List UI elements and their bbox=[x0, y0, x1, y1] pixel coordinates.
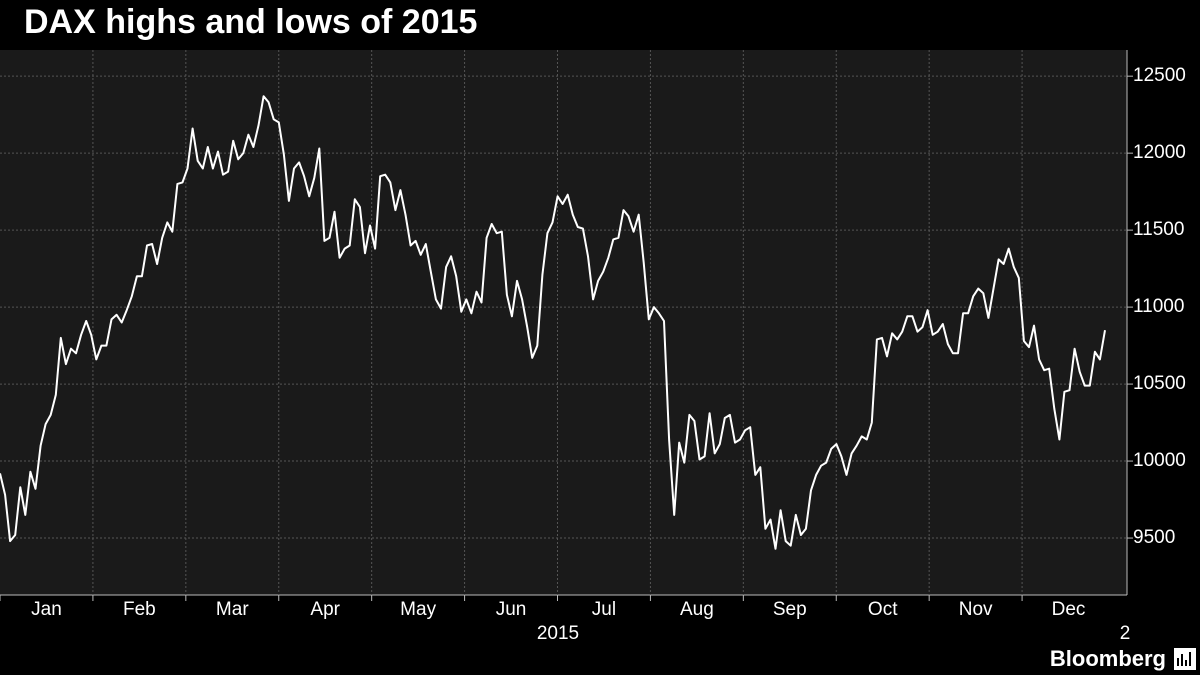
y-tick-label: 12500 bbox=[1133, 65, 1186, 86]
x-tick-label: Sep bbox=[773, 599, 807, 620]
source-logo: Bloomberg bbox=[1050, 646, 1166, 671]
x-tick-label: Feb bbox=[123, 599, 156, 620]
page-number: 2 bbox=[1120, 623, 1131, 644]
logo-icon-bars bbox=[1177, 652, 1191, 666]
x-tick-label: Oct bbox=[868, 599, 898, 620]
line-series bbox=[0, 95, 1106, 550]
x-tick-label: Jan bbox=[31, 599, 62, 620]
chart-title: DAX highs and lows of 2015 bbox=[24, 3, 477, 41]
x-tick-label: Dec bbox=[1052, 599, 1086, 620]
y-tick-label: 12000 bbox=[1133, 142, 1186, 163]
x-tick-label: Jul bbox=[592, 599, 616, 620]
x-tick-label: Apr bbox=[310, 599, 340, 620]
y-tick-label: 10500 bbox=[1133, 373, 1186, 394]
y-tick-label: 11500 bbox=[1133, 219, 1184, 240]
y-tick-label: 10000 bbox=[1133, 450, 1186, 471]
y-tick-label: 9500 bbox=[1133, 527, 1175, 548]
x-tick-label: Jun bbox=[496, 599, 527, 620]
y-tick-label: 11000 bbox=[1133, 296, 1184, 317]
plot-area bbox=[0, 50, 1127, 595]
x-tick-label: Nov bbox=[959, 599, 993, 620]
x-tick-label: Mar bbox=[216, 599, 249, 620]
x-axis-label: 2015 bbox=[537, 623, 579, 644]
x-tick-label: May bbox=[400, 599, 436, 620]
x-tick-label: Aug bbox=[680, 599, 714, 620]
